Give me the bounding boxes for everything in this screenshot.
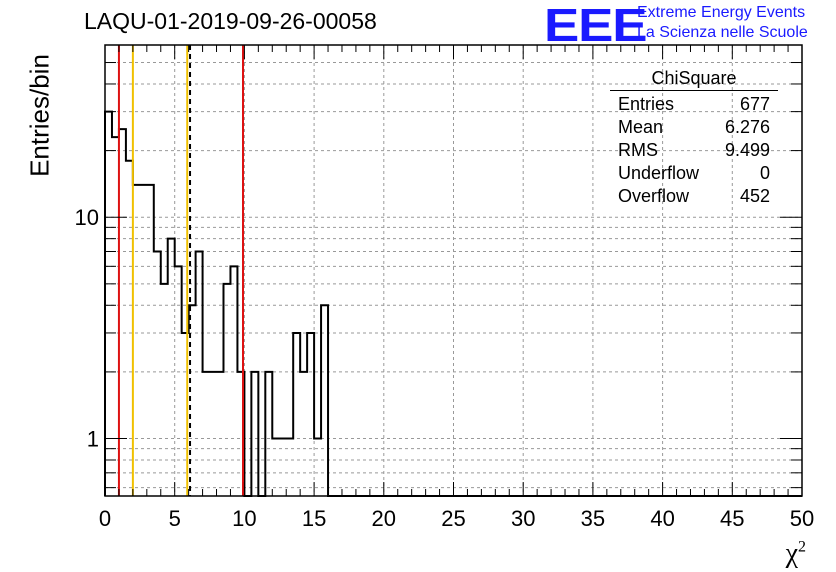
x-axis-label-sup: 2: [798, 538, 806, 556]
stats-label: Overflow: [618, 186, 690, 206]
stats-label: RMS: [618, 140, 658, 160]
eee-logo-text: Extreme Energy Events La Scienza nelle S…: [637, 3, 808, 43]
y-axis-label: Entries/bin: [24, 54, 55, 177]
x-tick-label: 15: [302, 506, 326, 531]
x-tick-label: 25: [441, 506, 465, 531]
stats-row: RMS 9.499: [610, 139, 778, 162]
stats-row: Mean 6.276: [610, 116, 778, 139]
y-tick-label: 1: [87, 427, 99, 452]
stats-label: Mean: [618, 117, 664, 137]
stats-value: 9.499: [724, 140, 770, 160]
x-tick-label: 5: [169, 506, 181, 531]
stats-value: 6.276: [724, 117, 770, 137]
logo-line-2: La Scienza nelle Scuole: [637, 24, 808, 41]
stats-label: Underflow: [618, 163, 700, 183]
stats-row: Overflow 452: [610, 185, 778, 208]
x-tick-label: 40: [650, 506, 674, 531]
logo-line-1: Extreme Energy Events: [637, 4, 806, 21]
x-tick-label: 50: [790, 506, 814, 531]
stats-row: Underflow 0: [610, 162, 778, 185]
x-tick-label: 10: [232, 506, 256, 531]
x-tick-label: 0: [99, 506, 111, 531]
stats-label: Entries: [618, 94, 675, 114]
x-tick-label: 35: [581, 506, 605, 531]
eee-logo-mark: EEE: [544, 0, 648, 51]
x-tick-label: 30: [511, 506, 535, 531]
chart-title: LAQU-01-2019-09-26-00058: [84, 8, 377, 34]
stats-box: ChiSquare Entries 677 Mean 6.276 RMS 9.499 …: [610, 68, 778, 208]
stats-row: Entries 677: [610, 93, 778, 116]
x-tick-label: 45: [720, 506, 744, 531]
stats-value: 452: [739, 186, 770, 206]
y-tick-label: 10: [75, 205, 99, 230]
stats-value: 0: [759, 163, 770, 183]
x-tick-label: 20: [372, 506, 396, 531]
x-axis-label-base: χ: [785, 538, 798, 569]
x-axis-label: χ2: [786, 538, 806, 570]
stats-value: 677: [739, 94, 770, 114]
stats-title: ChiSquare: [610, 68, 778, 91]
